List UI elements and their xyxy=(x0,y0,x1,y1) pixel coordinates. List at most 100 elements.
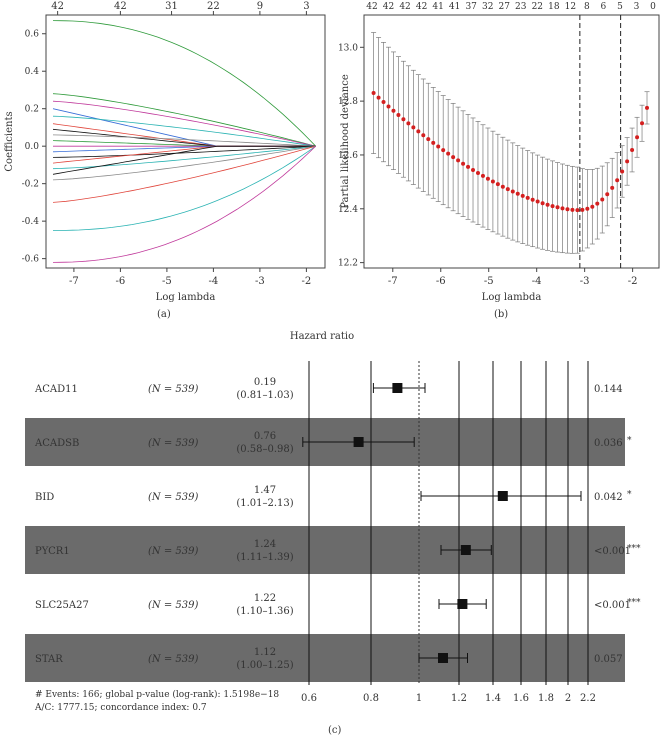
row-p-value: <0.001 xyxy=(594,600,631,611)
deviance-point xyxy=(610,185,615,190)
deviance-point xyxy=(436,144,441,149)
x-tick-label: 1.4 xyxy=(485,693,501,704)
x-tick-label: -6 xyxy=(436,276,446,287)
deviance-point xyxy=(421,133,426,138)
hazard-point xyxy=(457,599,468,609)
deviance-point xyxy=(530,197,535,202)
deviance-point xyxy=(456,158,461,163)
deviance-point xyxy=(416,129,421,134)
x-tick-label: -7 xyxy=(69,276,79,287)
top-tick-label: 5 xyxy=(617,2,623,12)
deviance-point xyxy=(555,205,560,210)
y-tick-label: 0.6 xyxy=(25,30,40,40)
row-confidence-interval: (1.01–2.13) xyxy=(236,498,293,509)
plot-frame xyxy=(45,14,326,269)
row-sample-size: (N = 539) xyxy=(148,492,198,503)
x-axis-label: Log lambda xyxy=(482,292,542,303)
deviance-point xyxy=(635,135,640,140)
deviance-point xyxy=(535,199,540,204)
deviance-point xyxy=(590,204,595,209)
deviance-point xyxy=(426,137,431,142)
y-tick-label: 12.4 xyxy=(338,205,358,215)
coefficient-path-11 xyxy=(52,145,316,153)
row-shade xyxy=(25,634,625,682)
x-tick-label: 1.8 xyxy=(538,693,554,704)
deviance-point xyxy=(525,195,530,200)
deviance-point xyxy=(515,191,520,196)
row-significance-stars: * xyxy=(627,490,632,500)
deviance-point xyxy=(451,155,456,160)
deviance-point xyxy=(401,117,406,122)
top-tick-label: 22 xyxy=(532,2,543,12)
deviance-point xyxy=(485,176,490,181)
y-tick-label: -0.6 xyxy=(22,255,40,265)
x-tick-label: -7 xyxy=(388,276,398,287)
y-axis-label: Partial likelihood deviance xyxy=(340,74,351,209)
deviance-point xyxy=(461,161,466,166)
deviance-point xyxy=(411,125,416,130)
x-tick-label: 0.8 xyxy=(363,693,379,704)
top-tick-label: 42 xyxy=(366,2,377,12)
coefficient-path-12 xyxy=(52,145,316,158)
coefficient-path-1 xyxy=(52,20,316,147)
top-tick-label: 9 xyxy=(257,1,263,12)
row-variable-name: ACADSB xyxy=(34,438,79,449)
top-tick-label: 3 xyxy=(303,1,309,12)
top-tick-label: 18 xyxy=(548,2,560,12)
row-p-value: 0.042 xyxy=(594,492,623,503)
deviance-point xyxy=(625,159,630,164)
deviance-point xyxy=(475,170,480,175)
deviance-point xyxy=(605,192,610,197)
forest-plot-panel: Hazard ratio ACAD11 (N = 539) 0.19 (0.81–1.0… xyxy=(0,325,664,725)
y-tick-label: 0.0 xyxy=(25,142,40,152)
caption-b: (b) xyxy=(494,309,509,320)
deviance-point xyxy=(540,201,545,206)
coefficient-path-8 xyxy=(52,134,316,147)
x-tick-label: 2.2 xyxy=(580,693,596,704)
deviance-point xyxy=(600,197,605,202)
top-tick-label: 37 xyxy=(465,2,477,12)
y-tick-label: 12.8 xyxy=(338,97,358,107)
forest-title: Hazard ratio xyxy=(290,331,354,342)
deviance-chart: -7 -6 -5 -4 -3 -2 12.2 12.4 12.6 12.8 13.0 42 42 42 42… xyxy=(338,2,660,303)
caption-c: (c) xyxy=(328,725,342,736)
x-tick-label: -4 xyxy=(532,276,542,287)
deviance-point xyxy=(406,121,411,126)
row-sample-size: (N = 539) xyxy=(148,654,198,665)
footer-aic: A/C: 1777.15; concordance index: 0.7 xyxy=(34,703,207,713)
top-tick-label: 22 xyxy=(207,1,220,12)
top-tick-label: 27 xyxy=(499,2,511,12)
deviance-point xyxy=(510,189,515,194)
coefficient-path-16 xyxy=(52,145,316,181)
y-tick-label: 12.6 xyxy=(338,151,358,161)
row-p-value: 0.057 xyxy=(594,654,623,665)
row-hazard-ratio: 1.12 xyxy=(254,647,276,658)
deviance-point xyxy=(441,148,446,153)
top-tick-label: 42 xyxy=(416,2,427,12)
x-tick-label: -3 xyxy=(255,276,265,287)
deviance-point xyxy=(570,207,575,212)
deviance-point xyxy=(585,206,590,211)
deviance-point xyxy=(490,179,495,184)
deviance-point xyxy=(520,193,525,198)
row-hazard-ratio: 0.76 xyxy=(254,431,276,442)
row-variable-name: SLC25A27 xyxy=(35,600,89,611)
top-tick-label: 42 xyxy=(51,1,64,12)
deviance-point xyxy=(371,91,376,96)
hazard-point xyxy=(460,545,471,555)
coefficient-path-15 xyxy=(52,145,316,175)
row-variable-name: ACAD11 xyxy=(34,384,78,395)
deviance-point xyxy=(640,121,645,126)
top-tick-label: 42 xyxy=(114,1,127,12)
y-tick-label: 0.4 xyxy=(25,67,40,77)
x-tick-label: -5 xyxy=(484,276,494,287)
row-hazard-ratio: 1.22 xyxy=(254,593,276,604)
deviance-point xyxy=(466,164,471,169)
x-tick-label: -2 xyxy=(302,276,312,287)
top-tick-label: 42 xyxy=(383,2,394,12)
row-shade xyxy=(25,526,625,574)
top-tick-label: 8 xyxy=(584,2,590,12)
deviance-point xyxy=(396,113,401,118)
y-tick-label: -0.4 xyxy=(22,217,40,227)
row-hazard-ratio: 1.24 xyxy=(254,539,276,550)
